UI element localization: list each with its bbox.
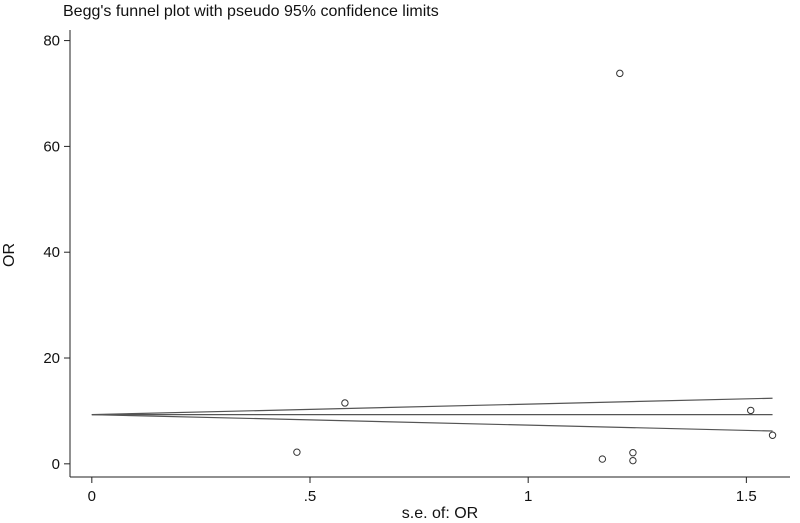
x-tick-label: 1: [524, 488, 532, 505]
chart-title: Begg's funnel plot with pseudo 95% confi…: [63, 3, 439, 20]
y-tick-label: 80: [43, 33, 60, 50]
funnel-line-upper-limit: [91, 397, 773, 416]
data-point: [747, 406, 755, 415]
x-tick-label: 1.5: [736, 488, 757, 505]
x-tick-label: .5: [304, 488, 317, 505]
data-point: [341, 399, 349, 407]
data-point: [616, 69, 624, 78]
y-tick-label: 60: [43, 138, 60, 155]
data-points: [293, 69, 777, 465]
data-point: [768, 431, 777, 439]
plot-axes: [69, 30, 790, 478]
x-axis-label: s.e. of: OR: [402, 505, 478, 522]
x-tick-label: 0: [88, 488, 96, 505]
y-tick-label: 0: [52, 456, 60, 473]
y-tick-label: 40: [43, 244, 60, 261]
y-tick-label: 20: [43, 350, 60, 367]
data-point: [293, 448, 301, 456]
funnel-lines: [91, 397, 773, 432]
data-point: [629, 456, 637, 465]
y-axis-label: OR: [1, 243, 18, 267]
axis-ticks: 0 .5 1 1.5 0 20 40 60 80: [43, 33, 756, 505]
funnel-line-lower-limit: [91, 414, 773, 432]
data-point: [629, 449, 637, 457]
data-point: [598, 455, 607, 463]
